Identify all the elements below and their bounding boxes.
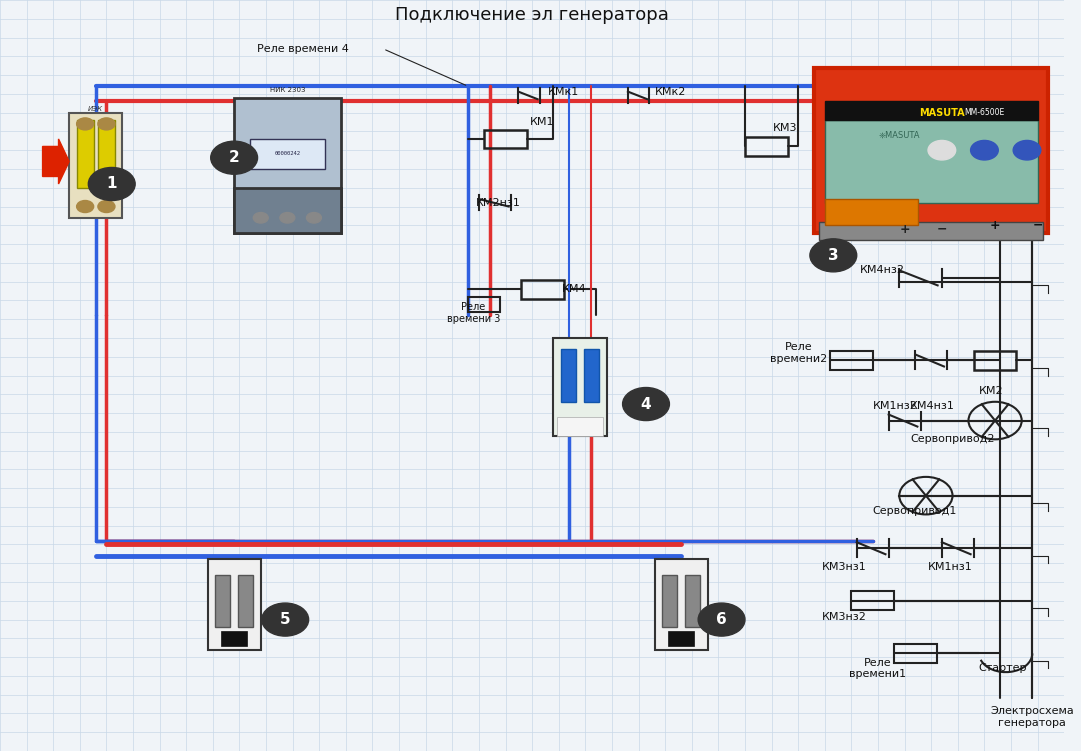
Bar <box>208 559 261 650</box>
Circle shape <box>971 140 998 160</box>
Circle shape <box>927 140 956 160</box>
Circle shape <box>253 213 268 223</box>
Bar <box>668 631 694 646</box>
Text: КМ4нз1: КМ4нз1 <box>910 400 955 411</box>
Text: Подключение эл генератора: Подключение эл генератора <box>396 6 669 24</box>
Circle shape <box>98 118 115 130</box>
Circle shape <box>280 213 295 223</box>
Circle shape <box>77 118 94 130</box>
Text: 5: 5 <box>280 612 291 627</box>
Bar <box>561 349 576 402</box>
Circle shape <box>77 201 94 213</box>
Bar <box>825 120 1038 203</box>
Text: КМ2нз1: КМ2нз1 <box>476 198 521 208</box>
Bar <box>222 631 246 646</box>
Bar <box>98 120 115 188</box>
Text: КМк2: КМк2 <box>654 87 685 98</box>
Circle shape <box>810 239 857 272</box>
Bar <box>553 338 606 436</box>
Text: 1: 1 <box>107 176 117 192</box>
Bar <box>468 297 501 312</box>
Bar <box>814 68 1049 233</box>
Text: КМ2: КМ2 <box>979 385 1004 396</box>
Text: Сервопривод1: Сервопривод1 <box>872 505 957 516</box>
Bar <box>825 199 919 225</box>
Text: +: + <box>990 219 1000 232</box>
Text: 6: 6 <box>717 612 726 627</box>
Bar <box>235 98 341 233</box>
Text: +: + <box>899 222 910 236</box>
Text: Реле
времени1: Реле времени1 <box>850 658 907 679</box>
Bar <box>974 351 1016 369</box>
Bar <box>825 101 1038 120</box>
Text: КМ3: КМ3 <box>773 122 797 133</box>
Text: КМ3нз2: КМ3нз2 <box>822 612 867 623</box>
Bar <box>239 575 253 627</box>
Text: ❈MASUTA: ❈MASUTA <box>879 131 920 140</box>
Bar <box>685 575 700 627</box>
Text: 4: 4 <box>641 397 652 412</box>
Text: −: − <box>1032 219 1043 232</box>
Text: −: − <box>936 222 947 236</box>
Circle shape <box>262 603 309 636</box>
Text: 00000242: 00000242 <box>275 152 301 156</box>
Bar <box>484 129 526 148</box>
Text: НИК 2303: НИК 2303 <box>269 87 305 93</box>
Text: Реле
времени 3: Реле времени 3 <box>446 303 501 324</box>
Bar <box>250 139 324 169</box>
Text: Сервопривод2: Сервопривод2 <box>910 434 995 445</box>
Bar <box>235 188 341 233</box>
Circle shape <box>89 167 135 201</box>
Bar <box>584 349 599 402</box>
Text: Реле
времени2: Реле времени2 <box>770 342 827 363</box>
Text: MASUTA: MASUTA <box>919 107 964 118</box>
Bar <box>819 222 1043 240</box>
Text: КМ1: КМ1 <box>530 116 555 127</box>
Text: 3: 3 <box>828 248 839 263</box>
Text: Стартер: Стартер <box>978 663 1027 674</box>
Text: КМ1нз2: КМ1нз2 <box>872 400 918 411</box>
FancyArrow shape <box>42 139 69 184</box>
Circle shape <box>211 141 257 174</box>
Bar <box>557 417 603 436</box>
Bar <box>894 644 936 662</box>
Bar <box>215 575 230 627</box>
Bar <box>745 137 788 155</box>
Circle shape <box>1013 140 1041 160</box>
Text: MM-6500E: MM-6500E <box>964 108 1004 117</box>
Text: КМ3нз1: КМ3нз1 <box>822 562 866 572</box>
Circle shape <box>98 201 115 213</box>
Text: КМк1: КМк1 <box>548 87 579 98</box>
Text: Реле времени 4: Реле времени 4 <box>257 44 349 54</box>
Bar <box>521 279 564 298</box>
Text: 2: 2 <box>229 150 240 165</box>
Bar <box>654 559 708 650</box>
Text: КМ4нз2: КМ4нз2 <box>859 265 905 276</box>
Bar <box>830 351 872 369</box>
Text: КМ1нз1: КМ1нз1 <box>927 562 973 572</box>
Bar <box>662 575 677 627</box>
Bar <box>77 120 94 188</box>
Bar <box>69 113 122 218</box>
Text: Электросхема
генератора: Электросхема генератора <box>990 707 1075 728</box>
Text: КМ4: КМ4 <box>562 284 587 294</box>
Bar <box>852 592 894 610</box>
Circle shape <box>307 213 321 223</box>
Circle shape <box>623 388 669 421</box>
Circle shape <box>698 603 745 636</box>
Text: ИЭК: ИЭК <box>89 106 104 112</box>
